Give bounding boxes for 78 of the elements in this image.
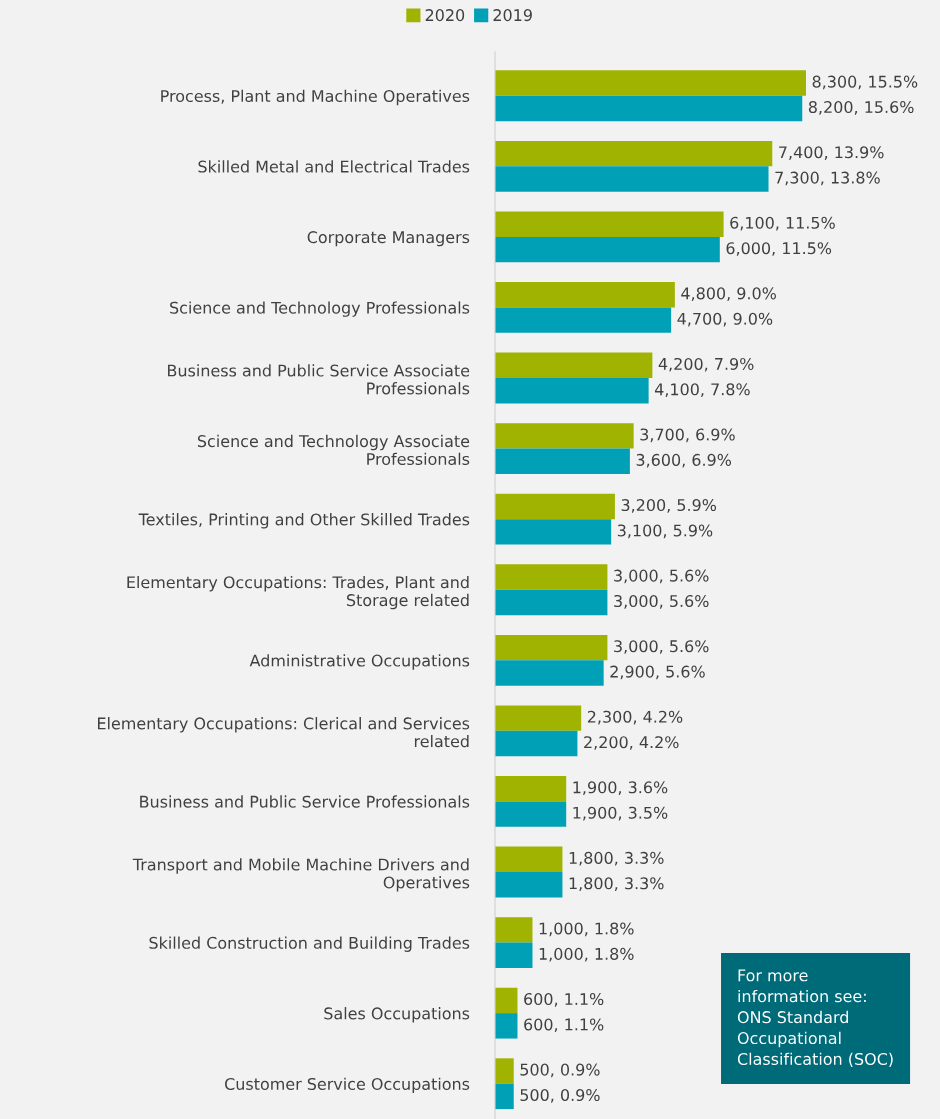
- bar: [495, 872, 563, 898]
- data-label: 3,200, 5.9%: [621, 499, 717, 513]
- bar: [495, 448, 630, 474]
- data-label: 3,000, 5.6%: [614, 640, 709, 654]
- data-label: 3,700, 6.9%: [640, 428, 735, 443]
- bar: [495, 705, 582, 731]
- bar: [495, 493, 615, 520]
- legend-label: 2020: [425, 9, 465, 22]
- data-label: 2,300, 4.2%: [587, 710, 683, 725]
- data-label: 2,900, 5.6%: [610, 665, 705, 680]
- bar: [495, 95, 803, 122]
- bar: [495, 730, 578, 757]
- data-label: 2,200, 4.2%: [584, 736, 679, 750]
- data-label: 1,000, 1.8%: [539, 922, 634, 937]
- bar: [495, 166, 769, 192]
- bar: [495, 1083, 514, 1110]
- y-tick-label: Elementary Occupations: Trades, Plant and Storage related: [127, 575, 469, 610]
- bar: [495, 352, 653, 379]
- y-tick-label: Science and Technology Associate Professionals: [197, 434, 470, 466]
- bar: [495, 660, 604, 686]
- y-tick-label: Sales Occupations: [324, 1007, 470, 1023]
- data-label: 7,300, 13.8%: [775, 171, 880, 186]
- bar: [495, 1013, 518, 1039]
- y-tick-label: Textiles, Printing and Other Skilled Trades: [138, 513, 470, 529]
- bar: [495, 378, 649, 404]
- bar: [495, 70, 806, 96]
- data-label: 3,000, 5.6%: [614, 569, 709, 584]
- data-label: 1,800, 3.3%: [569, 877, 664, 891]
- y-tick-label: Process, Plant and Machine Operatives: [161, 89, 470, 106]
- bar: [495, 140, 773, 167]
- data-label: 4,800, 9.0%: [681, 287, 776, 302]
- bar: [495, 987, 518, 1014]
- bar: [495, 917, 533, 943]
- data-label: 600, 1.1%: [524, 993, 604, 1007]
- bar: [495, 211, 724, 237]
- data-label: 4,100, 7.8%: [654, 383, 750, 397]
- y-tick-label: Business and Public Service Professionals: [140, 795, 470, 808]
- bar: [495, 423, 634, 449]
- bar: [495, 589, 608, 616]
- data-label: 8,200, 15.6%: [808, 101, 914, 115]
- bar: [495, 846, 563, 873]
- data-label: 500, 0.9%: [520, 1088, 600, 1103]
- bar: [495, 564, 608, 590]
- data-label: 1,900, 3.6%: [573, 781, 668, 795]
- y-tick-label: Transport and Mobile Machine Drivers and Operatives: [132, 858, 470, 892]
- data-label: 6,100, 11.5%: [730, 216, 835, 231]
- data-label: 3,000, 5.6%: [614, 594, 709, 609]
- data-label: 4,200, 7.9%: [658, 357, 754, 372]
- annotation: For more information see: ONS Standard Occupational Classification (SOC): [737, 969, 893, 1067]
- bar: [495, 801, 567, 827]
- y-tick-label: Elementary Occupations: Clerical and Services related: [98, 717, 470, 748]
- bar: [495, 776, 567, 802]
- bar: [495, 634, 608, 661]
- data-label: 1,000, 1.8%: [539, 947, 634, 962]
- data-label: 1,800, 3.3%: [569, 851, 664, 866]
- y-tick-label: Corporate Managers: [307, 231, 470, 247]
- y-tick-label: Skilled Metal and Electrical Trades: [198, 160, 470, 173]
- y-tick-label: Administrative Occupations: [249, 654, 470, 670]
- data-label: 3,600, 6.9%: [636, 453, 732, 468]
- data-label: 4,700, 9.0%: [677, 312, 773, 327]
- data-label: 500, 0.9%: [520, 1063, 600, 1078]
- bar: [495, 519, 612, 545]
- y-tick-label: Business and Public Service Associate Professionals: [168, 364, 470, 395]
- bar: [495, 942, 533, 968]
- legend-label: 2019: [493, 9, 532, 22]
- data-label: 6,000, 11.5%: [726, 242, 832, 256]
- y-tick-label: Science and Technology Professionals: [170, 301, 470, 317]
- data-label: 600, 1.1%: [524, 1018, 604, 1033]
- data-label: 3,100, 5.9%: [617, 524, 713, 539]
- data-label: 8,300, 15.5%: [812, 75, 918, 90]
- y-tick-label: Customer Service Occupations: [225, 1077, 470, 1094]
- bar: [495, 282, 675, 308]
- data-label: 1,900, 3.5%: [573, 806, 668, 821]
- y-tick-label: Skilled Construction and Building Trades: [149, 936, 470, 952]
- data-label: 7,400, 13.9%: [779, 146, 884, 160]
- bar: [495, 307, 672, 333]
- bar: [495, 1058, 514, 1084]
- bar: [495, 236, 720, 263]
